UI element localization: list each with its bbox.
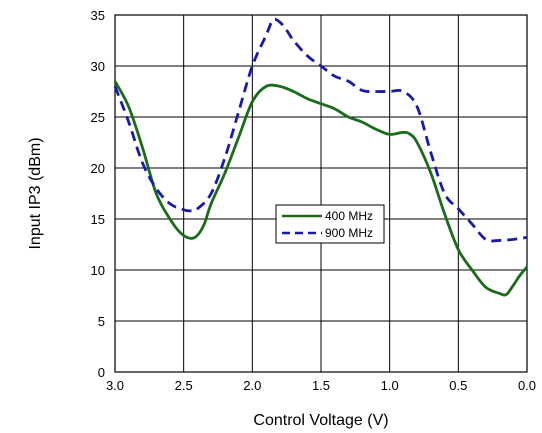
x-tick-label: 1.0 xyxy=(381,378,399,393)
x-tick-label: 0.5 xyxy=(449,378,467,393)
y-tick-label: 25 xyxy=(91,110,105,125)
series-line-900-mhz xyxy=(113,17,528,243)
y-tick-label: 15 xyxy=(91,212,105,227)
legend-box xyxy=(275,204,385,244)
x-axis-label: Control Voltage (V) xyxy=(253,412,388,429)
y-tick-label: 30 xyxy=(91,59,105,74)
legend-label-900mhz: 900 MHz xyxy=(325,226,373,240)
grid-lines xyxy=(114,14,528,373)
y-tick-label: 35 xyxy=(91,8,105,23)
y-tick-label: 20 xyxy=(91,161,105,176)
x-tick-label: 0.0 xyxy=(518,378,536,393)
y-tick-label: 0 xyxy=(98,365,105,380)
x-tick-label: 3.0 xyxy=(106,378,124,393)
x-tick-label: 2.5 xyxy=(175,378,193,393)
y-axis-label: Input IP3 (dBm) xyxy=(27,137,44,249)
x-tick-labels: 3.0 2.5 2.0 1.5 1.0 0.5 0.0 xyxy=(106,378,536,393)
y-tick-label: 10 xyxy=(91,263,105,278)
x-tick-label: 1.5 xyxy=(312,378,330,393)
series-line-400-mhz xyxy=(113,80,529,297)
x-tick-label: 2.0 xyxy=(243,378,261,393)
legend-label-400mhz: 400 MHz xyxy=(325,209,373,223)
legend: 400 MHz 900 MHz xyxy=(275,204,385,244)
plot-area-frame xyxy=(114,14,528,373)
y-tick-label: 5 xyxy=(98,314,105,329)
y-tick-labels: 0 5 10 15 20 25 30 35 xyxy=(91,8,105,380)
series-group xyxy=(113,17,529,297)
